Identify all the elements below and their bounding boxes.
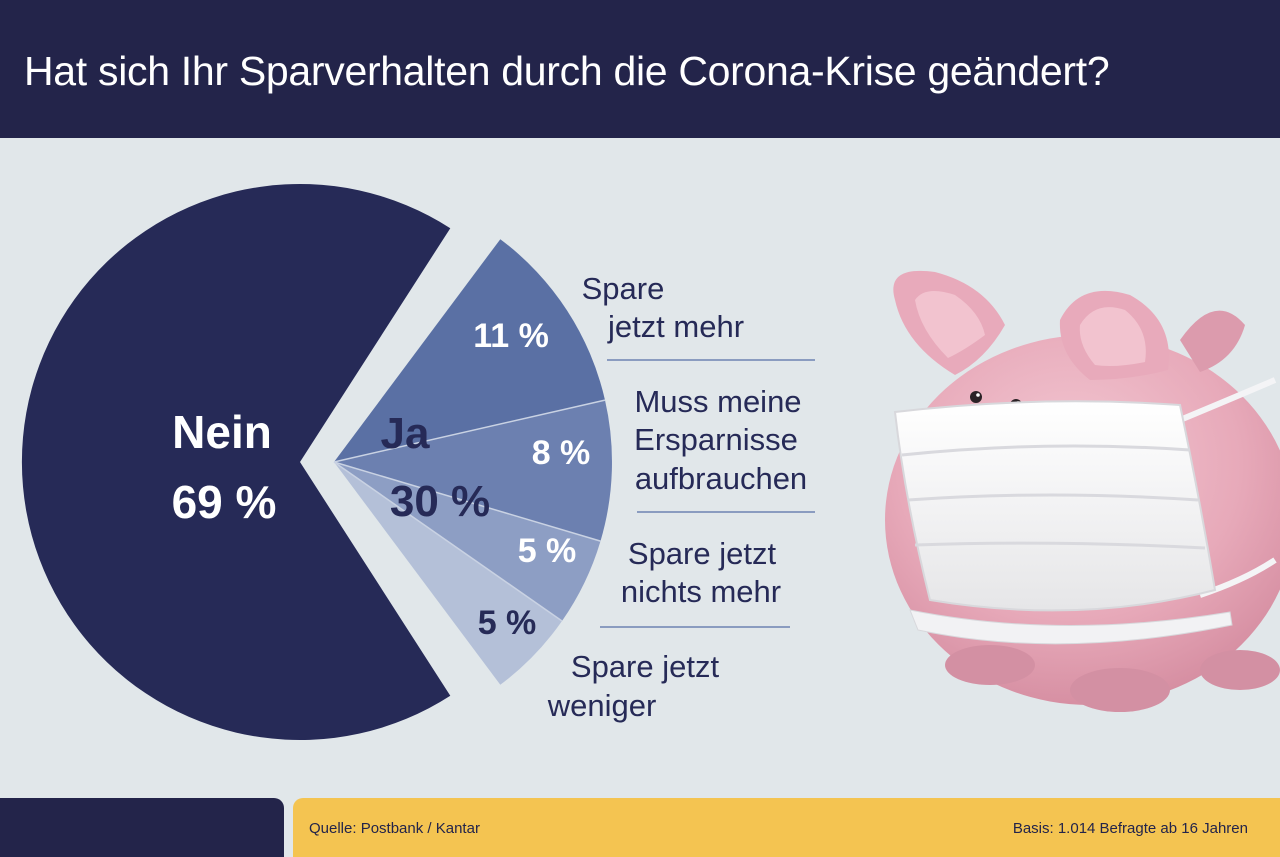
footer-basis: Basis: 1.014 Befragte ab 16 Jahren	[1012, 820, 1248, 837]
slice-divider-line	[333, 399, 606, 463]
category-label-auf-line2: Ersparnisse	[634, 422, 798, 457]
pie-slice-nichts-mehr	[334, 462, 601, 621]
pie-slice-nein	[21, 183, 451, 740]
category-label-nichts-line1: Spare jetzt	[628, 536, 777, 571]
value-label-spare-mehr: 11 %	[473, 317, 549, 355]
piggy-bank-mask-illustration	[885, 270, 1280, 712]
slice-divider-line	[333, 461, 563, 622]
footer-bar: Quelle: Postbank / Kantar Basis: 1.014 B…	[293, 798, 1280, 857]
pie-slice-aufbrauchen	[334, 400, 612, 542]
ja-label: Ja	[381, 409, 430, 458]
category-label-mehr-line1: Spare	[582, 271, 665, 306]
category-label-weniger-line2: weniger	[547, 688, 657, 723]
footer-source: Quelle: Postbank / Kantar	[309, 820, 480, 837]
header-bar: Hat sich Ihr Sparverhalten durch die Cor…	[0, 0, 1280, 138]
pie-slice-spare-mehr	[334, 239, 605, 462]
value-label-weniger: 5 %	[478, 604, 537, 642]
slice-dividers	[333, 399, 606, 622]
category-label-weniger-line1: Spare jetzt	[571, 649, 720, 684]
pie-slice-weniger	[334, 462, 562, 685]
chart-title: Hat sich Ihr Sparverhalten durch die Cor…	[24, 48, 1110, 94]
category-label-auf-line3: aufbrauchen	[635, 461, 807, 496]
value-label-nichts-mehr: 5 %	[518, 532, 577, 570]
slice-divider-line	[333, 461, 601, 542]
nein-value: 69 %	[172, 476, 277, 528]
footer-dark-block	[0, 798, 284, 857]
category-label-auf-line1: Muss meine	[634, 384, 801, 419]
category-label-mehr-line2: jetzt mehr	[607, 309, 744, 344]
ja-value: 30 %	[390, 477, 490, 526]
category-label-nichts-line2: nichts mehr	[621, 574, 781, 609]
value-label-aufbrauchen: 8 %	[532, 434, 591, 472]
nein-label: Nein	[172, 406, 272, 458]
